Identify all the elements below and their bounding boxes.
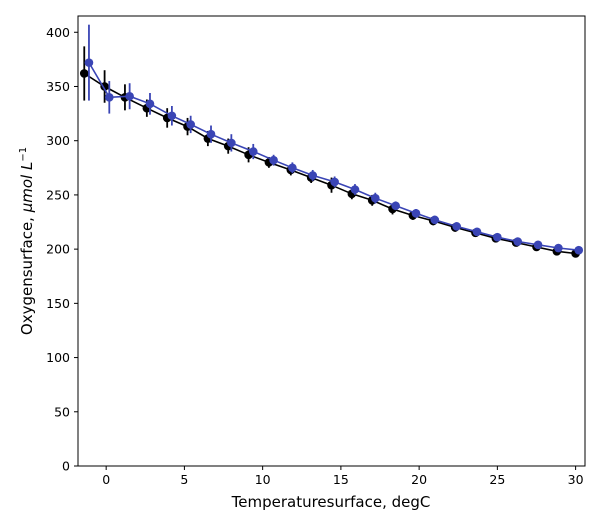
series-1-point — [288, 163, 297, 173]
y-tick-label: 200 — [46, 242, 70, 257]
x-tick-label: 15 — [333, 472, 349, 487]
series-1-point — [533, 240, 543, 250]
x-tick-label: 20 — [411, 472, 427, 487]
series-1-point — [513, 237, 523, 246]
x-axis-ticks: 0 5 10 15 20 25 30 — [102, 466, 584, 487]
series-1-point — [145, 99, 155, 109]
y-axis-label-exp: −1 — [18, 147, 29, 162]
y-tick-label: 50 — [54, 404, 70, 419]
series-1-point — [206, 129, 216, 139]
series-1-point — [554, 243, 563, 253]
x-axis-label: Temperaturesurface, degC — [231, 493, 431, 511]
x-tick-label: 25 — [489, 472, 505, 487]
series-1-point — [371, 193, 380, 203]
y-tick-label: 300 — [46, 133, 70, 148]
x-tick-label: 5 — [180, 472, 188, 487]
series-1-point — [125, 91, 134, 101]
series-1-point — [452, 222, 461, 231]
y-axis-label-main: Oxygensurface, — [18, 212, 36, 335]
series-1-point — [472, 227, 482, 237]
series-1-point — [350, 185, 360, 194]
y-tick-label: 250 — [46, 187, 70, 202]
series-1-point — [308, 171, 318, 180]
y-axis-label-unit: μmol L — [18, 162, 36, 214]
y-tick-label: 400 — [46, 25, 70, 40]
x-tick-label: 30 — [568, 472, 584, 487]
series-1-point — [227, 138, 236, 148]
y-tick-label: 0 — [62, 459, 70, 474]
series-1-point — [248, 147, 258, 156]
series-1-point — [391, 201, 400, 211]
series-1-point — [574, 245, 584, 255]
series-1-point — [186, 120, 195, 129]
series-1-point — [269, 155, 278, 165]
series-1-point — [330, 177, 339, 187]
series-1-line — [88, 62, 579, 251]
x-tick-label: 10 — [255, 472, 271, 487]
plot-frame — [77, 15, 586, 467]
series-1-point — [167, 111, 177, 121]
series-1-point — [84, 58, 94, 67]
y-tick-label: 100 — [46, 350, 70, 365]
series-1 — [84, 24, 584, 255]
series-0 — [79, 46, 580, 258]
y-tick-label: 150 — [46, 296, 70, 311]
series-1-point — [411, 209, 421, 218]
chart-marks — [79, 24, 584, 258]
series-0-line — [83, 72, 576, 255]
series-1-point — [493, 232, 502, 242]
y-tick-label: 350 — [46, 79, 70, 94]
y-axis-label: Oxygensurface, μmol L−1 — [18, 147, 36, 335]
series-1-point — [430, 215, 440, 225]
series-1-point — [104, 93, 114, 102]
y-axis-ticks: 0 50 100 150 200 250 300 350 400 — [46, 25, 78, 474]
series-0-point — [79, 69, 89, 78]
x-tick-label: 0 — [102, 472, 110, 487]
